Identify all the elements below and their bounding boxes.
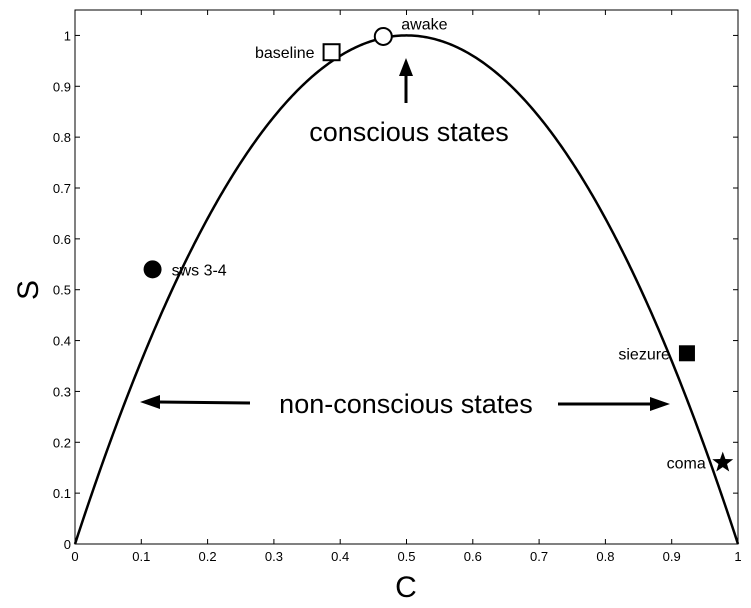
y-tick-label: 0 [64,537,71,552]
y-tick-label: 0.2 [53,435,71,450]
curve-line [73,34,740,545]
non-conscious-states-label: non-conscious states [279,389,533,419]
x-tick-label: 0.2 [199,549,217,564]
x-tick-label: 1 [734,549,741,564]
y-tick-label: 0.7 [53,181,71,196]
point-group: sws 3-4 baseline awake siezure coma [143,16,734,473]
x-tick-label: 0.7 [530,549,548,564]
tick-group: 0 0.1 0.2 0.3 0.4 0.5 0.6 0.7 0.8 0.9 1 0 0.1 0.2 0.3 0… [53,10,742,564]
y-tick-label: 1 [64,28,71,43]
point-marker-filled-circle [143,260,162,279]
point-label: siezure [618,346,670,363]
nonconscious-left-arrow-shaft [157,400,251,405]
x-tick-label: 0.9 [663,549,681,564]
y-tick-label: 0.1 [53,486,71,501]
x-tick-label: 0 [71,549,78,564]
conscious-arrow-head [399,58,413,76]
x-tick-label: 0.1 [132,549,150,564]
point-label: awake [401,16,447,33]
x-tick-label: 0.4 [331,549,349,564]
point-marker-filled-square [678,345,695,362]
nonconscious-left-arrow-head [140,395,160,409]
x-tick-label: 0.3 [265,549,283,564]
x-tick-label: 0.5 [397,549,415,564]
point-marker-open-square [322,43,341,62]
x-tick-label: 0.6 [464,549,482,564]
y-axis-label: S [12,280,45,300]
y-tick-label: 0.4 [53,334,71,349]
x-axis-label: C [395,571,417,604]
point-label: coma [667,456,706,473]
point-label: baseline [255,45,315,62]
conscious-states-label: conscious states [309,117,509,147]
x-tick-label: 0.8 [596,549,614,564]
y-tick-label: 0.8 [53,130,71,145]
y-tick-label: 0.9 [53,79,71,94]
point-label: sws 3-4 [172,262,227,279]
point-marker-star [712,451,734,472]
y-tick-label: 0.5 [53,283,71,298]
y-tick-label: 0.6 [53,232,71,247]
point-marker-open-circle [373,26,393,46]
nonconscious-right-arrow-head [650,397,670,411]
y-tick-label: 0.3 [53,384,71,399]
